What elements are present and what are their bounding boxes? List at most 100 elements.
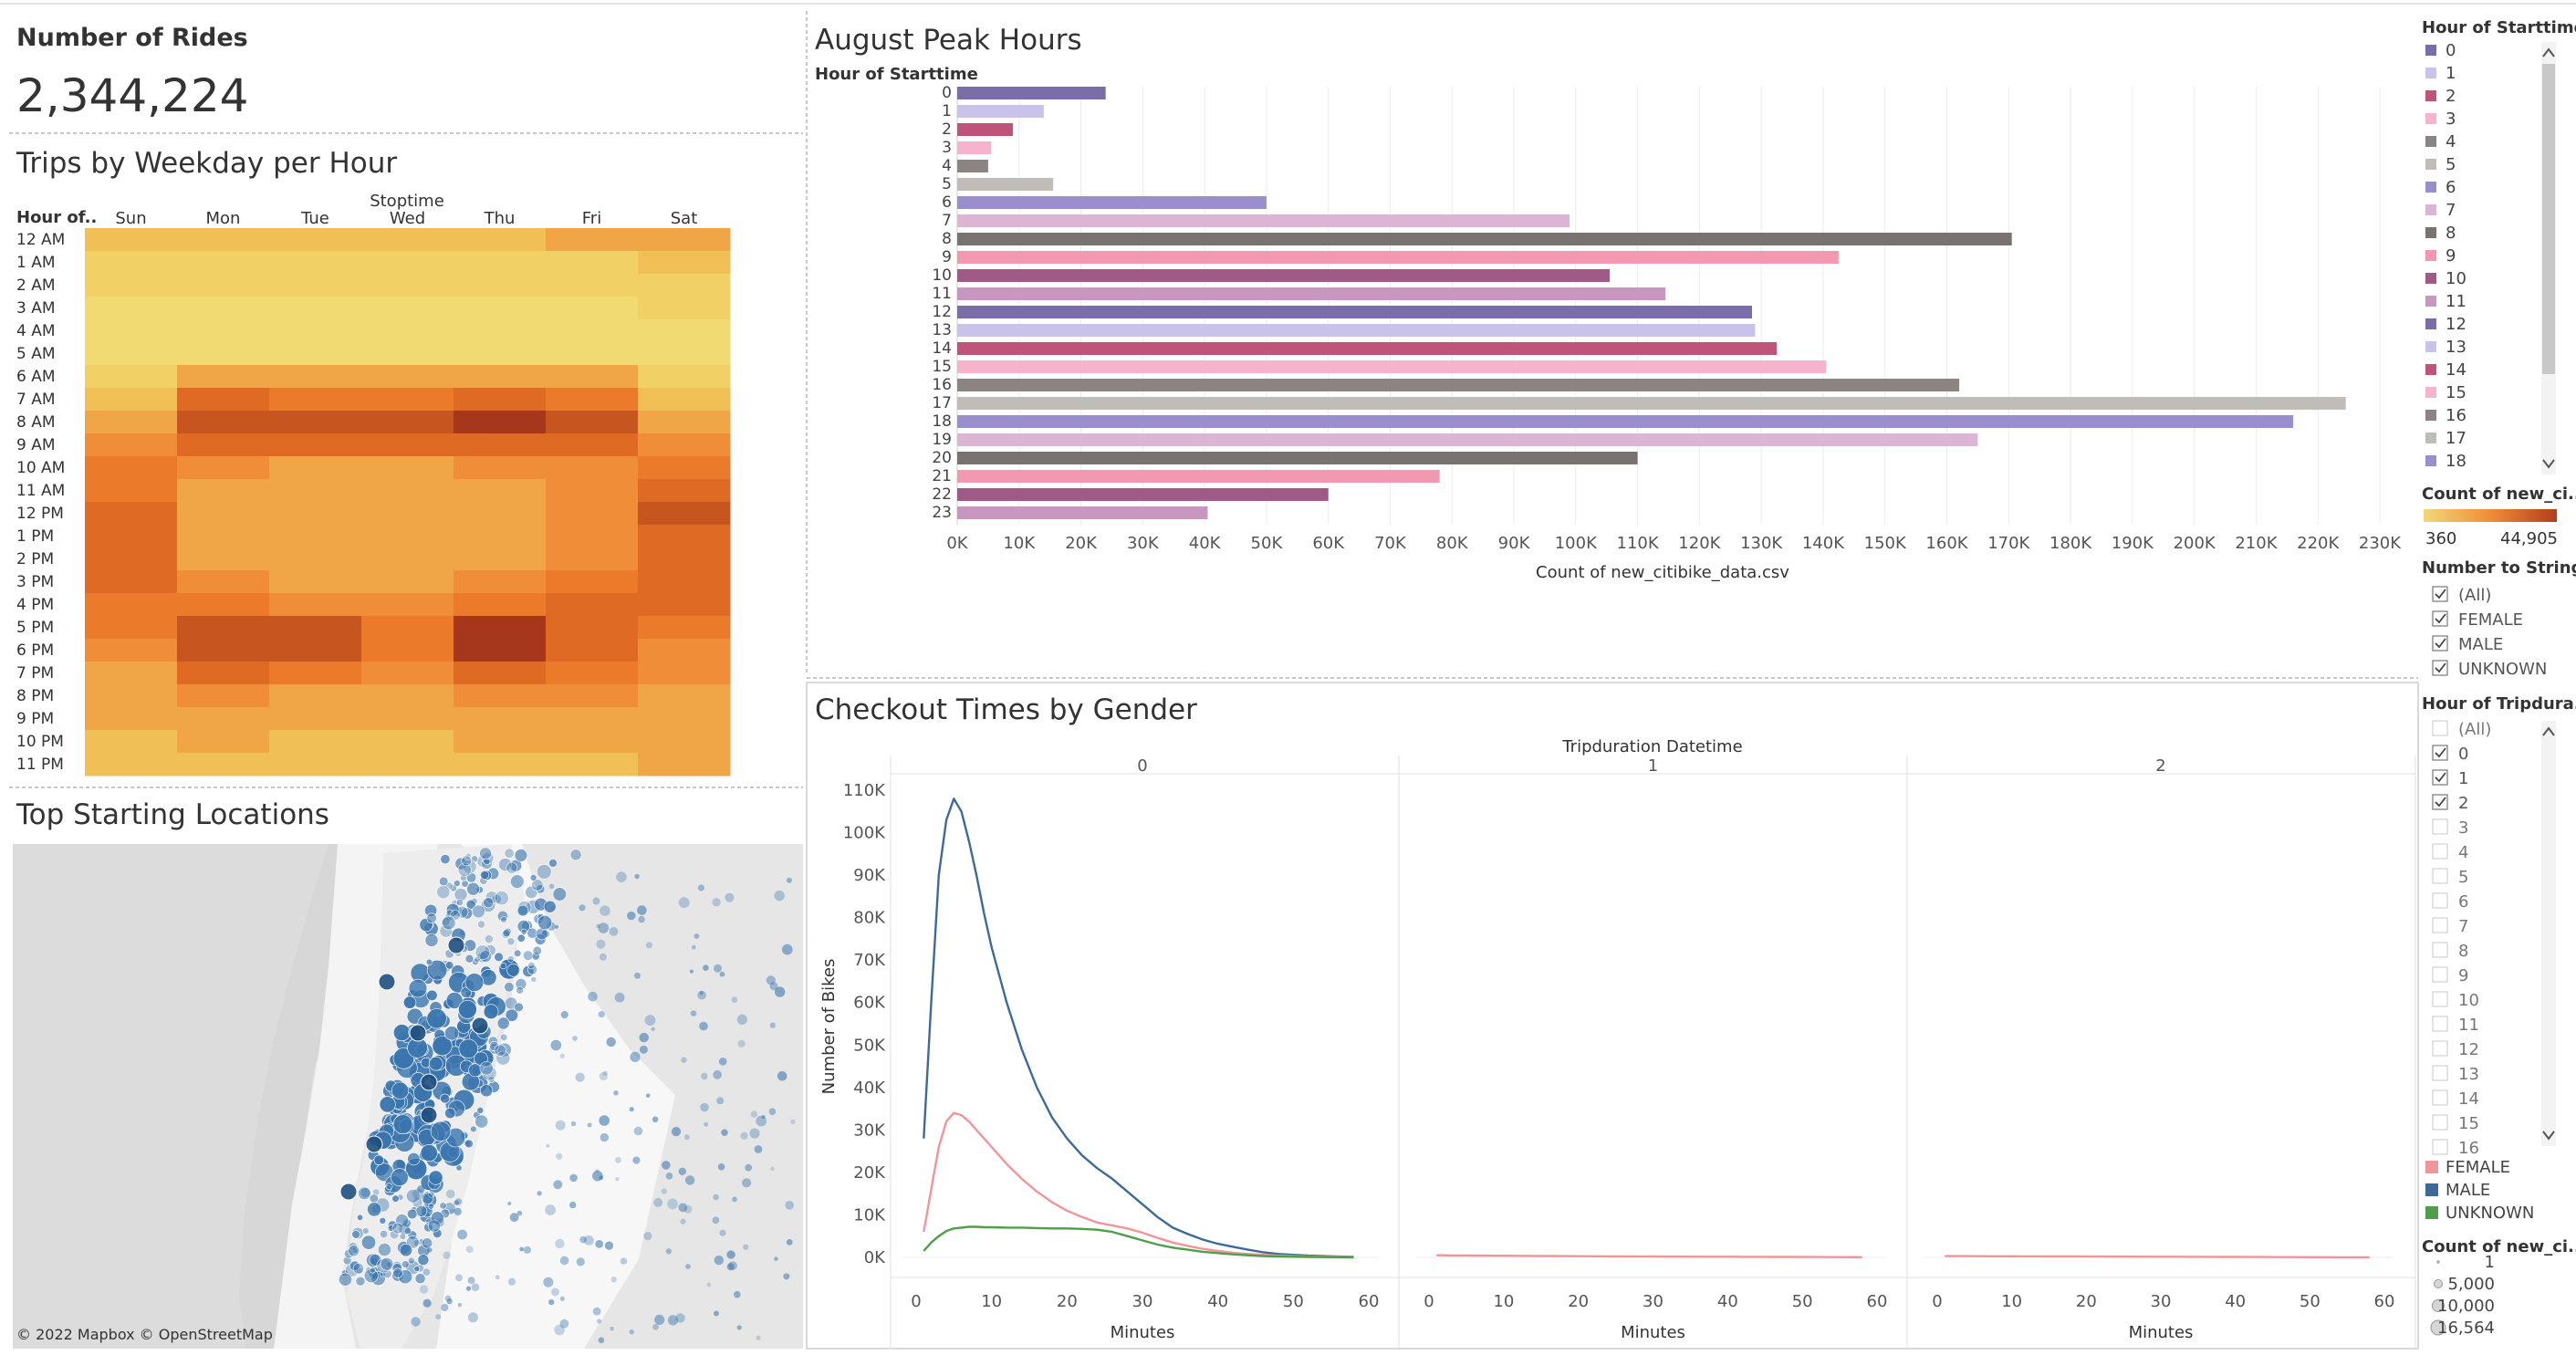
heatmap-cell[interactable] — [454, 251, 547, 275]
map-station-point[interactable] — [516, 986, 524, 995]
hour-legend-label[interactable]: 18 — [2446, 452, 2466, 471]
heatmap-cell[interactable] — [638, 297, 731, 320]
heatmap-cell[interactable] — [269, 525, 362, 548]
filter-checkbox[interactable] — [2432, 1065, 2448, 1081]
map-station-point[interactable] — [479, 847, 492, 860]
map-station-point[interactable] — [529, 874, 537, 881]
map-station-point[interactable] — [435, 1314, 442, 1320]
trip-filter-option[interactable]: 16 — [2458, 1139, 2479, 1158]
map-station-point[interactable] — [522, 950, 534, 961]
heatmap-cell[interactable] — [269, 251, 362, 275]
map-station-point[interactable] — [652, 1323, 659, 1330]
map-station-point[interactable] — [569, 849, 582, 861]
hour-legend-label[interactable]: 6 — [2446, 178, 2456, 197]
hour-legend-label[interactable]: 8 — [2446, 224, 2456, 243]
gender-legend-label[interactable]: FEMALE — [2446, 1158, 2510, 1177]
heatmap-cell[interactable] — [454, 662, 547, 685]
map-station-point[interactable] — [575, 1072, 585, 1082]
heatmap-cell[interactable] — [269, 753, 362, 777]
map-station-point[interactable] — [380, 1257, 394, 1271]
map-station-point[interactable] — [506, 861, 518, 874]
map-station-point[interactable] — [610, 1277, 617, 1283]
heatmap-cell[interactable] — [454, 639, 547, 662]
map-station-point[interactable] — [662, 1161, 671, 1170]
map-station-point[interactable] — [514, 949, 522, 957]
filter-checkbox[interactable] — [2432, 610, 2448, 627]
map-station-point[interactable] — [480, 1084, 494, 1098]
hour-legend-swatch[interactable] — [2425, 387, 2436, 398]
map-station-point[interactable] — [516, 933, 526, 943]
map-station-point[interactable] — [458, 1000, 477, 1019]
map-station-point[interactable] — [424, 933, 439, 947]
gender-filter-option[interactable]: UNKNOWN — [2458, 660, 2547, 679]
map-station-point[interactable] — [435, 1218, 444, 1227]
map-station-point[interactable] — [637, 905, 647, 915]
heatmap-cell[interactable] — [454, 411, 547, 434]
map-station-point[interactable] — [440, 854, 451, 865]
hour-legend-swatch[interactable] — [2425, 364, 2436, 375]
map-station-point[interactable] — [428, 1170, 443, 1185]
map-station-point[interactable] — [464, 1139, 474, 1149]
heatmap-cell[interactable] — [177, 730, 270, 754]
map-station-point[interactable] — [480, 870, 490, 880]
map-station-point[interactable] — [365, 1135, 383, 1153]
map-station-point[interactable] — [716, 1097, 725, 1105]
heatmap-cell[interactable] — [85, 730, 178, 754]
map-station-point[interactable] — [457, 1229, 467, 1240]
peak-bar[interactable] — [957, 214, 1570, 227]
map-station-point[interactable] — [595, 1240, 604, 1248]
heatmap-cell[interactable] — [361, 433, 454, 457]
trip-filter-option[interactable]: 4 — [2458, 843, 2468, 862]
map-station-point[interactable] — [502, 929, 511, 938]
map-station-point[interactable] — [667, 1315, 679, 1326]
map-station-point[interactable] — [471, 1283, 480, 1291]
map-station-point[interactable] — [399, 1243, 413, 1257]
map-station-point[interactable] — [588, 991, 598, 1002]
trip-filter-option[interactable]: 14 — [2458, 1089, 2479, 1109]
heatmap-cell[interactable] — [177, 411, 270, 434]
heatmap-cell[interactable] — [177, 479, 270, 503]
map-station-point[interactable] — [536, 863, 552, 880]
heatmap-cell[interactable] — [85, 342, 178, 366]
hour-legend-label[interactable]: 0 — [2446, 41, 2456, 60]
heatmap-cell[interactable] — [85, 228, 178, 252]
peak-bar[interactable] — [957, 233, 2012, 245]
map-station-point[interactable] — [442, 915, 456, 931]
hour-legend-swatch[interactable] — [2425, 227, 2436, 238]
heatmap-cell[interactable] — [269, 593, 362, 617]
map-station-point[interactable] — [379, 1096, 396, 1113]
map-station-point[interactable] — [392, 1114, 413, 1134]
map-station-point[interactable] — [552, 887, 567, 902]
map-station-point[interactable] — [610, 1326, 614, 1331]
map-station-point[interactable] — [439, 1202, 447, 1210]
map-station-point[interactable] — [736, 1014, 748, 1025]
map-station-point[interactable] — [470, 1125, 477, 1133]
map-station-point[interactable] — [422, 1298, 432, 1308]
map-station-point[interactable] — [444, 1026, 460, 1041]
heatmap-cell[interactable] — [269, 616, 362, 640]
map-station-point[interactable] — [358, 1186, 371, 1201]
trip-filter-option[interactable]: 11 — [2458, 1016, 2479, 1035]
map-station-point[interactable] — [403, 995, 417, 1009]
map-station-point[interactable] — [629, 1329, 634, 1335]
map-station-point[interactable] — [629, 1107, 634, 1112]
heatmap-cell[interactable] — [454, 707, 547, 731]
map-station-point[interactable] — [455, 1274, 463, 1282]
map-station-point[interactable] — [634, 873, 640, 880]
map-station-point[interactable] — [554, 924, 559, 929]
heatmap-cell[interactable] — [85, 365, 178, 389]
map-station-point[interactable] — [550, 1039, 562, 1051]
heatmap-cell[interactable] — [361, 547, 454, 571]
map-station-point[interactable] — [506, 937, 516, 946]
map-station-point[interactable] — [464, 954, 475, 964]
heatmap-cell[interactable] — [269, 684, 362, 708]
map-station-point[interactable] — [609, 927, 619, 936]
map-station-point[interactable] — [678, 897, 690, 909]
chevron-up-icon[interactable] — [2542, 47, 2555, 57]
heatmap-cell[interactable] — [638, 456, 731, 480]
heatmap-cell[interactable] — [454, 547, 547, 571]
map-station-point[interactable] — [494, 952, 504, 963]
gender-legend-label[interactable]: MALE — [2446, 1181, 2490, 1200]
map-station-point[interactable] — [598, 1337, 605, 1344]
map-station-point[interactable] — [615, 1177, 620, 1182]
